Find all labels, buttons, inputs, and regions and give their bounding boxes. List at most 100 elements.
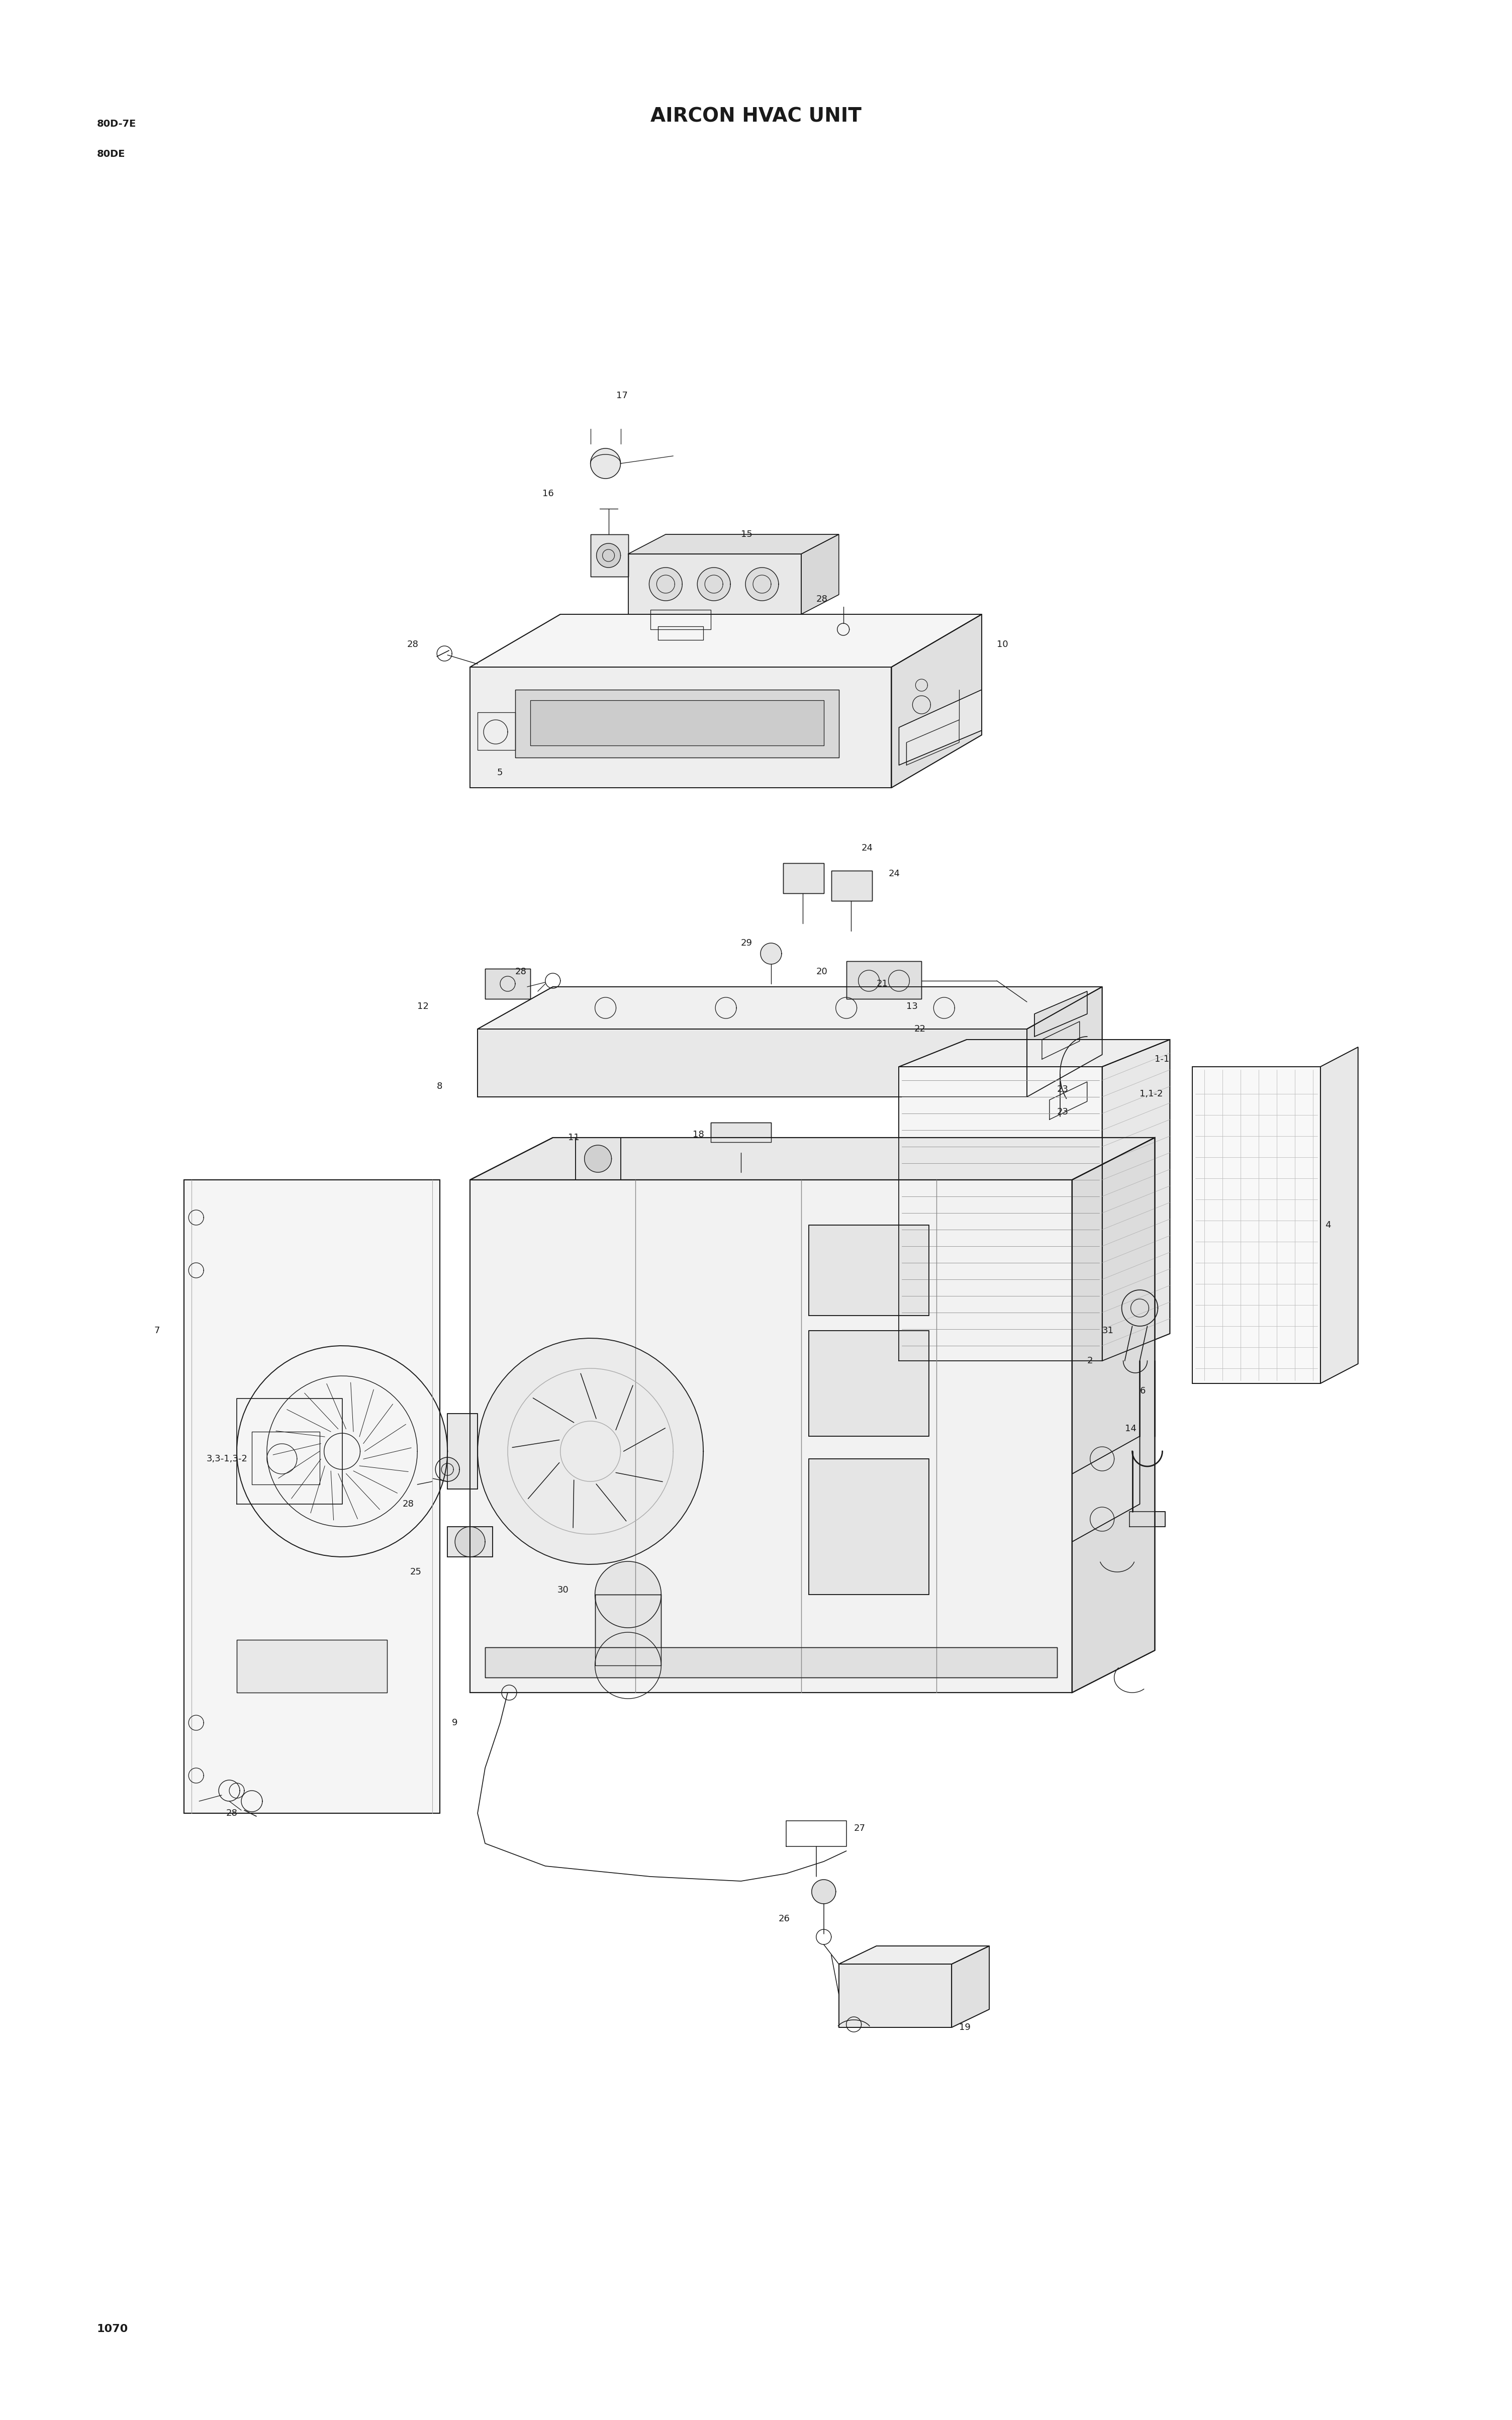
Text: 6: 6: [1140, 1387, 1146, 1396]
Polygon shape: [839, 1946, 989, 1965]
Polygon shape: [627, 535, 839, 554]
Text: 16: 16: [543, 489, 553, 499]
Text: 21: 21: [877, 980, 888, 987]
Polygon shape: [801, 535, 839, 615]
Text: 29: 29: [741, 939, 753, 949]
Polygon shape: [237, 1346, 448, 1556]
Polygon shape: [591, 448, 620, 479]
Polygon shape: [900, 1041, 1170, 1067]
Polygon shape: [1034, 992, 1087, 1036]
Polygon shape: [900, 690, 981, 765]
Text: 14: 14: [1125, 1423, 1136, 1433]
Text: 30: 30: [558, 1585, 569, 1595]
Text: 20: 20: [816, 968, 827, 975]
Polygon shape: [847, 961, 921, 999]
Polygon shape: [892, 615, 981, 789]
Polygon shape: [324, 1433, 360, 1469]
Text: AIRCON HVAC UNIT: AIRCON HVAC UNIT: [650, 106, 862, 126]
Text: 28: 28: [407, 639, 419, 649]
Polygon shape: [470, 1137, 1155, 1181]
Polygon shape: [1072, 1435, 1140, 1542]
Polygon shape: [649, 569, 682, 600]
Text: 80D-7E: 80D-7E: [97, 119, 136, 128]
Text: 7: 7: [154, 1326, 160, 1336]
Text: 2: 2: [1087, 1355, 1093, 1365]
Polygon shape: [478, 1028, 1027, 1096]
Text: 3,3-1,3-2: 3,3-1,3-2: [207, 1454, 248, 1464]
Polygon shape: [594, 1595, 661, 1665]
Polygon shape: [448, 1413, 478, 1488]
Polygon shape: [711, 1123, 771, 1142]
Polygon shape: [435, 1457, 460, 1481]
Polygon shape: [516, 690, 839, 757]
Polygon shape: [761, 944, 782, 963]
Text: 23: 23: [1057, 1108, 1069, 1116]
Polygon shape: [1320, 1048, 1358, 1384]
Polygon shape: [455, 1527, 485, 1556]
Polygon shape: [745, 569, 779, 600]
Polygon shape: [627, 554, 801, 615]
Text: 27: 27: [854, 1825, 865, 1832]
Text: 25: 25: [410, 1568, 422, 1575]
Polygon shape: [478, 1338, 703, 1563]
Polygon shape: [697, 569, 730, 600]
Polygon shape: [470, 615, 981, 668]
Text: 26: 26: [779, 1914, 791, 1924]
Text: 28: 28: [227, 1808, 237, 1817]
Text: 1070: 1070: [97, 2323, 129, 2333]
Polygon shape: [470, 1181, 1072, 1692]
Text: 80DE: 80DE: [97, 150, 125, 160]
Polygon shape: [809, 1331, 928, 1435]
Polygon shape: [478, 987, 1102, 1028]
Text: 1,1-2: 1,1-2: [1140, 1089, 1163, 1099]
Polygon shape: [1102, 1041, 1170, 1360]
Text: 31: 31: [1102, 1326, 1114, 1336]
Text: 23: 23: [1057, 1084, 1069, 1094]
Text: 12: 12: [417, 1002, 429, 1012]
Text: 22: 22: [915, 1024, 925, 1033]
Text: 15: 15: [741, 530, 753, 540]
Polygon shape: [237, 1399, 342, 1505]
Text: 19: 19: [959, 2023, 971, 2033]
Polygon shape: [900, 1067, 1102, 1360]
Polygon shape: [237, 1641, 387, 1692]
Polygon shape: [470, 668, 892, 789]
Polygon shape: [531, 699, 824, 745]
Polygon shape: [596, 544, 620, 569]
Polygon shape: [812, 1880, 836, 1905]
Text: 24: 24: [889, 869, 900, 878]
Polygon shape: [832, 871, 872, 900]
Text: 8: 8: [437, 1082, 443, 1091]
Polygon shape: [1129, 1512, 1166, 1527]
Text: 13: 13: [907, 1002, 918, 1012]
Polygon shape: [951, 1946, 989, 2028]
Polygon shape: [253, 1433, 319, 1483]
Text: 28: 28: [516, 968, 526, 975]
Text: 17: 17: [615, 392, 627, 399]
Polygon shape: [1072, 1137, 1155, 1692]
Text: 5: 5: [497, 767, 503, 777]
Text: 11: 11: [569, 1133, 579, 1142]
Polygon shape: [485, 1648, 1057, 1677]
Polygon shape: [1193, 1067, 1320, 1384]
Polygon shape: [809, 1225, 928, 1316]
Text: 28: 28: [816, 595, 827, 603]
Polygon shape: [809, 1459, 928, 1595]
Text: 28: 28: [402, 1500, 414, 1508]
Polygon shape: [591, 535, 627, 576]
Polygon shape: [585, 1145, 611, 1171]
Text: 1-1: 1-1: [1155, 1055, 1170, 1065]
Polygon shape: [184, 1181, 440, 1813]
Polygon shape: [596, 1561, 661, 1629]
Polygon shape: [783, 864, 824, 893]
Text: 4: 4: [1325, 1220, 1331, 1229]
Polygon shape: [448, 1527, 493, 1556]
Text: 9: 9: [452, 1718, 458, 1728]
Polygon shape: [839, 1965, 951, 2028]
Polygon shape: [485, 968, 531, 999]
Polygon shape: [576, 1137, 620, 1181]
Polygon shape: [1027, 987, 1102, 1096]
Text: 18: 18: [692, 1130, 705, 1140]
Text: 10: 10: [996, 639, 1009, 649]
Text: 24: 24: [862, 845, 872, 852]
